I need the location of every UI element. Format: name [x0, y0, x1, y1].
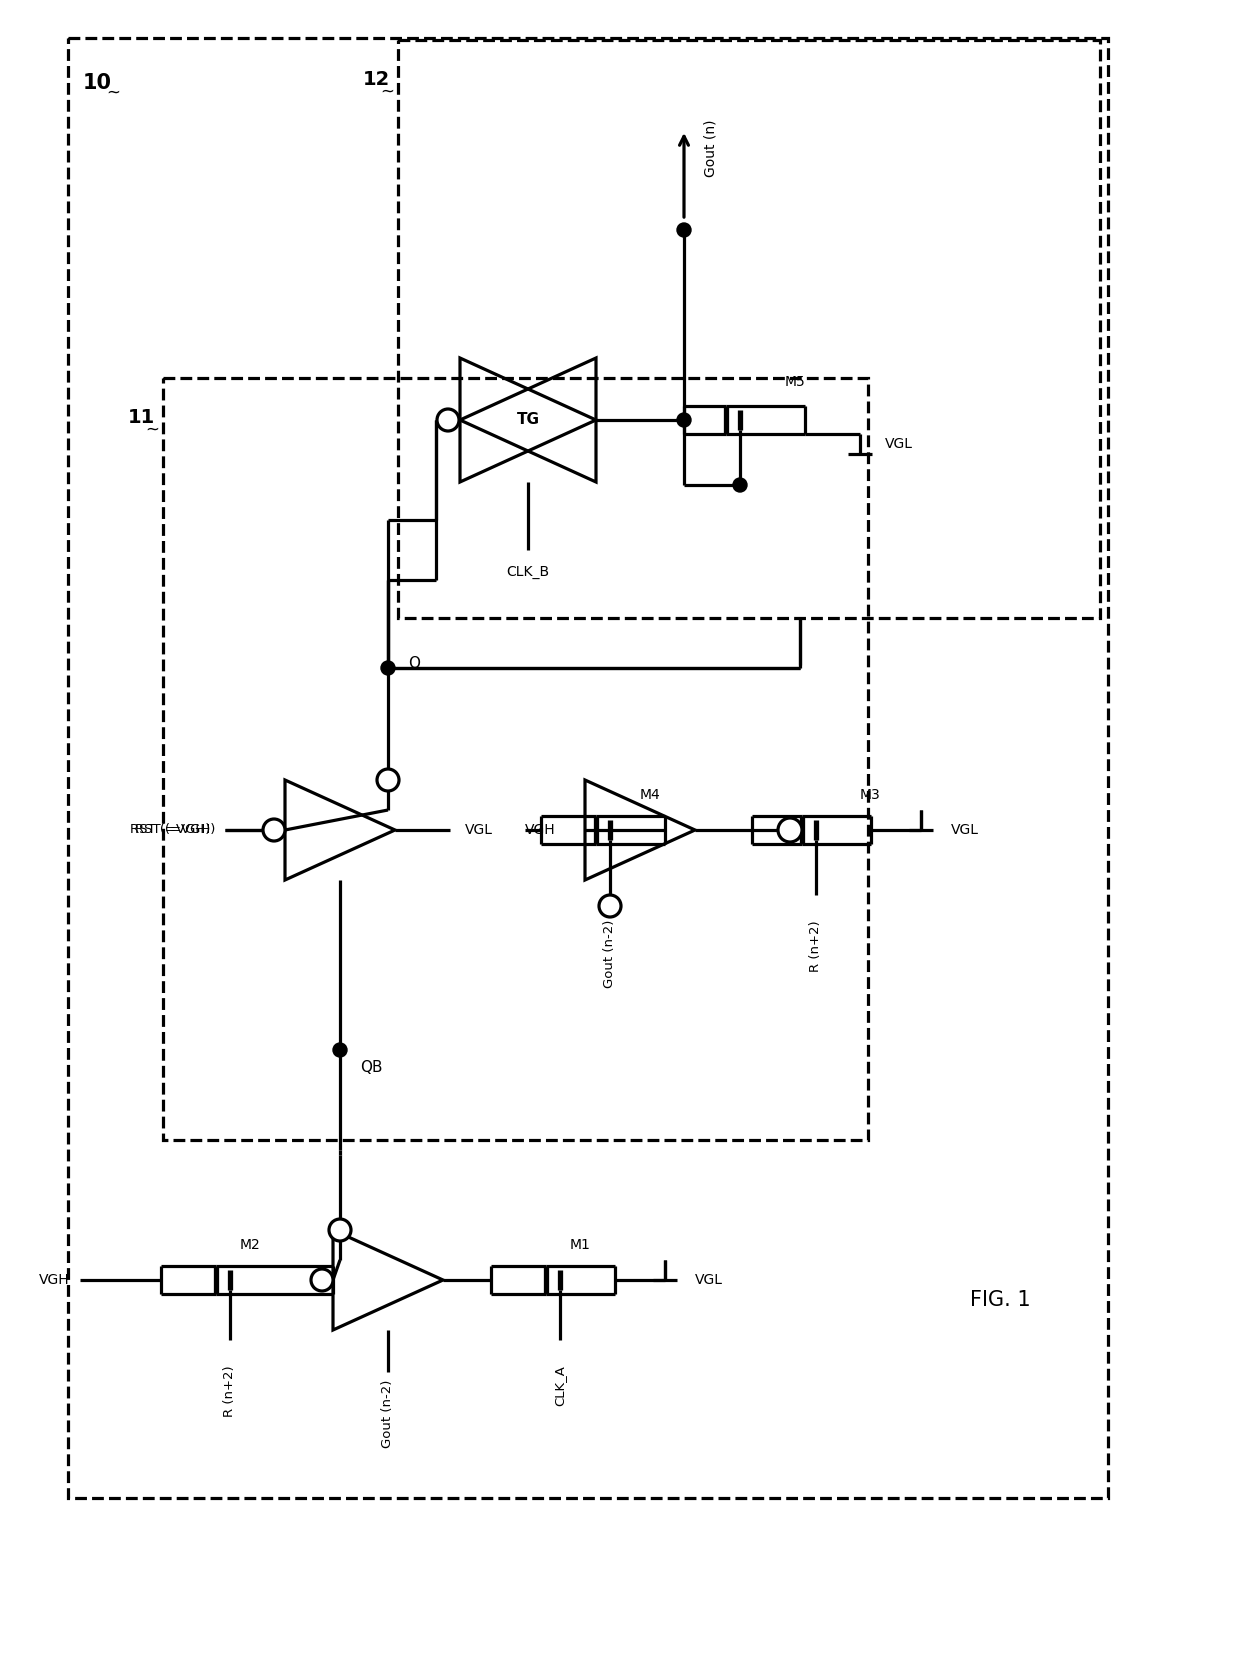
Circle shape	[677, 223, 691, 237]
Text: Gout (n-2): Gout (n-2)	[604, 920, 616, 988]
Circle shape	[329, 1220, 351, 1241]
Text: ~: ~	[105, 84, 120, 103]
Text: R (n+2): R (n+2)	[810, 920, 822, 971]
Text: Q: Q	[408, 655, 420, 670]
Text: RST (=VGH): RST (=VGH)	[135, 824, 215, 836]
Text: VGL: VGL	[951, 823, 980, 837]
Text: M3: M3	[859, 788, 880, 803]
Circle shape	[334, 1043, 347, 1058]
Text: ~: ~	[145, 420, 159, 439]
Text: Gout (n): Gout (n)	[704, 119, 718, 177]
Text: VGL: VGL	[694, 1273, 723, 1288]
Text: VGL: VGL	[885, 437, 913, 452]
Text: M2: M2	[239, 1238, 260, 1251]
Circle shape	[263, 819, 285, 841]
Text: VGH: VGH	[525, 823, 556, 837]
Text: VGL: VGL	[465, 823, 494, 837]
Circle shape	[733, 478, 746, 492]
Text: RST (=VGH): RST (=VGH)	[130, 824, 210, 836]
Bar	[398, 40, 1100, 617]
Text: R (n+2): R (n+2)	[223, 1365, 237, 1417]
Text: ~: ~	[379, 83, 394, 101]
Circle shape	[436, 409, 459, 430]
Circle shape	[677, 414, 691, 427]
Circle shape	[311, 1269, 334, 1291]
Text: TG: TG	[517, 412, 539, 427]
Circle shape	[377, 770, 399, 791]
Text: VGH: VGH	[40, 1273, 69, 1288]
Text: CLK_B: CLK_B	[506, 564, 549, 579]
Text: M1: M1	[569, 1238, 590, 1251]
Text: M4: M4	[640, 788, 661, 803]
Text: M5: M5	[785, 376, 805, 389]
Text: QB: QB	[360, 1061, 382, 1076]
Circle shape	[381, 660, 396, 675]
Text: Gout (n-2): Gout (n-2)	[382, 1380, 394, 1448]
Text: 12: 12	[363, 70, 391, 89]
Text: CLK_A: CLK_A	[553, 1365, 567, 1405]
Text: FIG. 1: FIG. 1	[970, 1289, 1030, 1311]
Bar	[68, 38, 1109, 1498]
Bar	[162, 377, 868, 1140]
Circle shape	[599, 895, 621, 917]
Circle shape	[777, 818, 802, 842]
Text: 10: 10	[83, 73, 112, 93]
Text: 11: 11	[128, 409, 155, 427]
